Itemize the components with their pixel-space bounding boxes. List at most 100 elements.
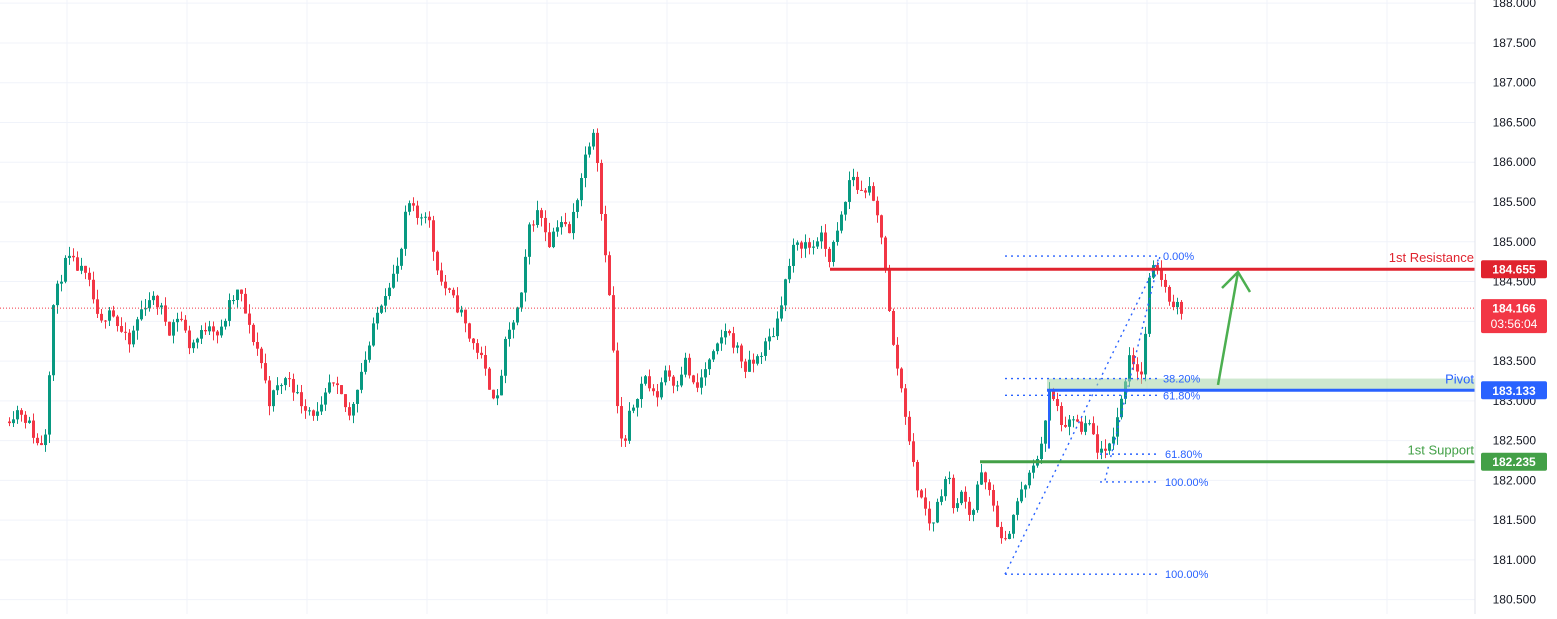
candle-body xyxy=(220,326,223,336)
candle-body xyxy=(400,248,403,266)
candle-body xyxy=(388,287,391,297)
candle-body xyxy=(664,370,667,383)
candle-body xyxy=(284,378,287,386)
candle-body xyxy=(44,434,47,446)
candle-body xyxy=(1020,489,1023,502)
candle-body xyxy=(536,210,539,225)
candle-body xyxy=(608,255,611,296)
axis-tick-label: 185.500 xyxy=(1493,195,1537,209)
candle-body xyxy=(1068,419,1071,427)
candle-body xyxy=(1136,364,1139,372)
candle-body xyxy=(880,215,883,238)
candle-body xyxy=(1164,279,1167,287)
candle-body xyxy=(760,355,763,357)
candle-body xyxy=(808,242,811,248)
candle-body xyxy=(500,375,503,396)
axis-tick-label: 186.500 xyxy=(1493,115,1537,129)
candle-body xyxy=(544,217,547,233)
candle-body xyxy=(300,392,303,407)
grid-lines xyxy=(0,0,1475,614)
candle-body xyxy=(708,359,711,370)
candle-body xyxy=(124,331,127,333)
candle-body xyxy=(156,295,159,308)
candle-body xyxy=(1160,268,1163,280)
axis-tick-label: 187.000 xyxy=(1493,76,1537,90)
candle-body xyxy=(372,323,375,346)
candle-body xyxy=(924,497,927,509)
candle-body xyxy=(784,279,787,306)
fib-level-label: 61.80% xyxy=(1165,449,1203,461)
candle-body xyxy=(312,410,315,416)
candle-body xyxy=(84,265,87,273)
candle-body xyxy=(1104,448,1107,451)
candle-body xyxy=(952,477,955,509)
candle-body xyxy=(940,496,943,502)
candle-body xyxy=(344,394,347,408)
candle-body xyxy=(192,342,195,349)
candle-body xyxy=(380,305,383,313)
candle-body xyxy=(640,383,643,400)
candle-body xyxy=(332,382,335,384)
candle-body xyxy=(580,178,583,201)
candle-body xyxy=(904,388,907,417)
candle-body xyxy=(20,410,23,415)
candle-body xyxy=(824,232,827,249)
candle-body xyxy=(228,300,231,321)
candle-body xyxy=(164,305,167,322)
candle-body xyxy=(56,283,59,306)
candle-body xyxy=(564,222,567,225)
candle-body xyxy=(80,265,83,271)
candle-body xyxy=(656,391,659,398)
candle-body xyxy=(32,420,35,438)
candle-body xyxy=(268,380,271,407)
price-axis[interactable]: 180.500181.000181.500182.000182.500183.0… xyxy=(1474,0,1547,614)
candle-body xyxy=(1076,419,1079,422)
candle-body xyxy=(272,390,275,407)
candle-body xyxy=(100,313,103,321)
candle-body xyxy=(868,186,871,193)
candle-body xyxy=(620,406,623,439)
candle-body xyxy=(1064,425,1067,427)
candle-body xyxy=(988,482,991,491)
candle-body xyxy=(1052,389,1055,400)
fib-level-label: 0.00% xyxy=(1163,251,1194,263)
candle-body xyxy=(856,176,859,190)
candle-body xyxy=(1060,405,1063,426)
candle-body xyxy=(660,382,663,398)
support-price: 182.235 xyxy=(1492,455,1536,469)
candle-body xyxy=(244,293,247,314)
candle-body xyxy=(348,407,351,416)
candle-body xyxy=(600,162,603,215)
candle-body xyxy=(700,377,703,388)
candle-body xyxy=(384,296,387,306)
candle-body xyxy=(776,318,779,337)
candle-body xyxy=(948,477,951,480)
axis-tick-label: 188.000 xyxy=(1493,0,1537,10)
fib-level-label: 38.20% xyxy=(1163,374,1201,386)
candle-body xyxy=(424,216,427,218)
candle-body xyxy=(148,300,151,309)
candle-body xyxy=(944,479,947,497)
candle-body xyxy=(320,404,323,412)
candle-body xyxy=(832,241,835,262)
candle-body xyxy=(88,272,91,280)
candle-body xyxy=(1028,472,1031,486)
candle-body xyxy=(752,359,755,364)
candle-body xyxy=(964,491,967,502)
candle-body xyxy=(828,248,831,262)
candle-body xyxy=(304,406,307,411)
candle-body xyxy=(1032,465,1035,473)
candle-body xyxy=(448,288,451,290)
candle-body xyxy=(104,320,107,322)
current-price-tag xyxy=(1481,299,1547,334)
candle-body xyxy=(516,307,519,323)
candle-body xyxy=(260,348,263,364)
candle-body xyxy=(1172,301,1175,308)
candle-body xyxy=(768,336,771,342)
candle-body xyxy=(1044,420,1047,444)
candle-body xyxy=(756,356,759,364)
candle-body xyxy=(1144,333,1147,375)
candle-body xyxy=(540,210,543,218)
candle-body xyxy=(1108,443,1111,451)
